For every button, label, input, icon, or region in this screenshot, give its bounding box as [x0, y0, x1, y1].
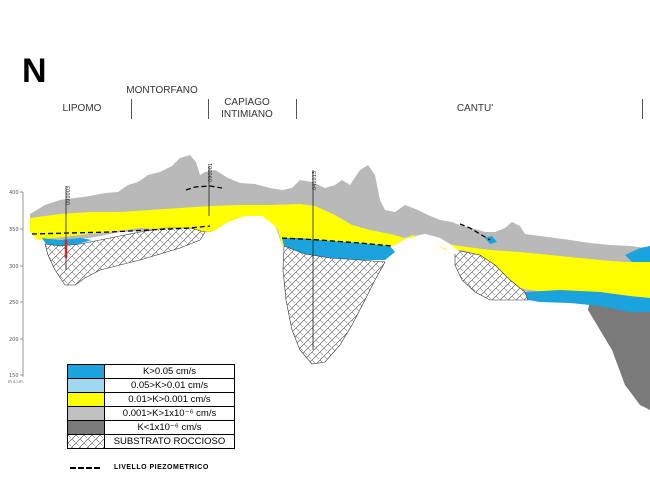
legend-label: 0.05>K>0.01 cm/s: [104, 378, 235, 393]
y-tick-300: 300: [9, 264, 19, 270]
legend: K>0.05 cm/s 0.05>K>0.01 cm/s 0.01>K>0.00…: [67, 364, 235, 449]
piezometric-legend-line: [70, 467, 100, 469]
blue-layer-patch: [625, 246, 650, 262]
legend-swatch: [67, 364, 105, 379]
legend-swatch: [67, 420, 105, 435]
well-label-090003: 090003: [66, 186, 72, 205]
bedrock-right: [454, 249, 529, 301]
legend-row: K>0.05 cm/s: [67, 364, 235, 379]
legend-swatch: [67, 378, 105, 393]
location-cantu: CANTU': [456, 103, 494, 114]
piezometric-legend-label: LIVELLO PIEZOMETRICO: [114, 464, 209, 471]
legend-swatch: [67, 392, 105, 407]
legend-row: SUBSTRATO ROCCIOSO: [67, 434, 235, 449]
dark-grey-layer: [588, 300, 650, 410]
location-lipomo: LIPOMO: [62, 103, 102, 114]
location-separator: [296, 99, 297, 119]
legend-label: SUBSTRATO ROCCIOSO: [104, 434, 235, 449]
y-tick-200: 200: [9, 337, 19, 343]
blue-layer-patch: [282, 238, 395, 260]
legend-label: 0.001>K>1x10⁻⁶ cm/s: [104, 406, 235, 421]
y-axis-units: m s.l.m.: [8, 379, 25, 384]
legend-row: 0.01>K>0.001 cm/s: [67, 392, 235, 407]
legend-row: 0.001>K>1x10⁻⁶ cm/s: [67, 406, 235, 421]
legend-label: K>0.05 cm/s: [104, 364, 235, 379]
y-tick-350: 350: [9, 227, 19, 233]
piezometric-line-left: [31, 225, 211, 235]
legend-row: 0.05>K>0.01 cm/s: [67, 378, 235, 393]
blue-layer-patch: [525, 290, 650, 312]
location-capiago-intimiano: CAPIAGO INTIMIANO: [221, 97, 273, 120]
bedrock-left: [44, 227, 206, 286]
valley-gap: [395, 234, 460, 254]
legend-swatch-hatch: [67, 434, 105, 449]
blue-layer-patch: [485, 236, 497, 244]
legend-swatch: [67, 406, 105, 421]
bedrock-center: [282, 245, 386, 365]
north-label: N: [22, 52, 47, 90]
piezometric-line-montorfano: [185, 185, 223, 191]
piezometric-line-cantu: [459, 223, 491, 241]
location-separator: [642, 99, 643, 119]
legend-label: 0.01>K>0.001 cm/s: [104, 392, 235, 407]
well-label-090001: 090001: [208, 163, 214, 182]
location-separator: [208, 99, 209, 119]
legend-row: K<1x10⁻⁶ cm/s: [67, 420, 235, 435]
valley-gap: [212, 216, 284, 252]
well-label-041013: 041013: [312, 171, 318, 190]
y-tick-250: 250: [9, 300, 19, 306]
piezometric-line-center: [281, 237, 393, 247]
legend-label: K<1x10⁻⁶ cm/s: [104, 420, 235, 435]
y-tick-400: 400: [9, 190, 19, 196]
location-separator: [131, 99, 132, 119]
location-montorfano: MONTORFANO: [126, 85, 198, 96]
y-tick-150: 150: [9, 373, 19, 379]
